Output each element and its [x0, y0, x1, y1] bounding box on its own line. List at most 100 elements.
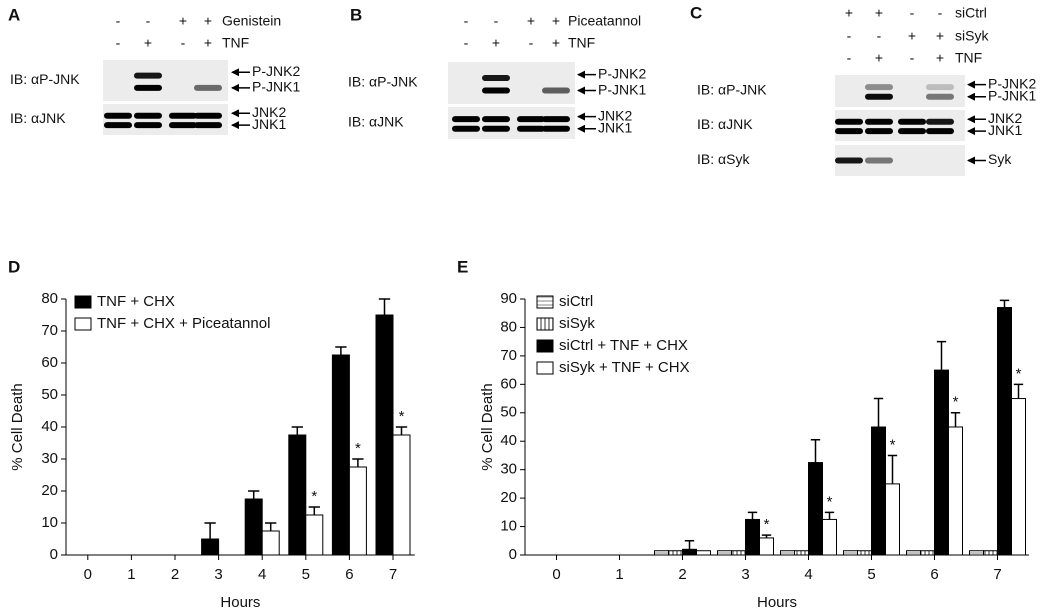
- blot-membrane: [103, 60, 228, 101]
- x-tick-label: 0: [84, 566, 92, 583]
- treatment-name: Piceatannol: [568, 13, 641, 29]
- legend-swatch: [74, 317, 92, 331]
- bar: [261, 530, 280, 556]
- error-bar: [204, 522, 216, 539]
- treatment-sign: -: [910, 50, 915, 66]
- blot-band: [194, 112, 222, 119]
- bar: [654, 550, 669, 556]
- treatment-sign: -: [464, 35, 469, 51]
- band-label: P-JNK2: [252, 63, 300, 79]
- y-tick-label: 60: [500, 375, 517, 392]
- bar: [331, 354, 350, 556]
- band-label: P-JNK2: [598, 65, 646, 81]
- x-tick-label: 5: [867, 566, 875, 583]
- treatment-sign: -: [464, 13, 469, 29]
- panel-label: E: [457, 257, 468, 276]
- bar: [375, 314, 394, 556]
- y-tick-label: 60: [41, 354, 58, 371]
- y-tick-label: 70: [500, 347, 517, 364]
- bar: [808, 462, 823, 556]
- error-bar: [378, 298, 391, 315]
- significance-marker: *: [355, 440, 361, 457]
- blot-band: [542, 116, 570, 123]
- x-tick-label: 2: [678, 566, 686, 583]
- error-bar: [248, 490, 260, 499]
- legend-label: TNF + CHX + Piceatannol: [97, 315, 270, 332]
- blot-membrane: [835, 110, 965, 141]
- error-bar: [950, 412, 961, 427]
- error-bar: [291, 426, 303, 435]
- blot-band: [926, 128, 954, 135]
- blot-band: [517, 125, 545, 132]
- blot-band: [134, 84, 162, 91]
- error-bar: [873, 397, 884, 427]
- band-label: P-JNK2: [988, 75, 1036, 91]
- bar: [843, 550, 858, 556]
- blot-label: IB: αSyk: [697, 151, 750, 167]
- y-tick-label: 0: [50, 546, 58, 563]
- significance-marker: *: [764, 516, 770, 533]
- bar: [780, 550, 795, 556]
- legend-label: siSyk: [559, 315, 595, 332]
- error-bar: [824, 511, 835, 520]
- x-axis-label: Hours: [220, 594, 260, 611]
- band-label: JNK2: [988, 110, 1022, 126]
- bar: [983, 550, 998, 556]
- x-tick-label: 5: [302, 566, 310, 583]
- error-bar: [308, 506, 320, 515]
- y-tick-label: 0: [509, 546, 517, 563]
- y-axis-label: % Cell Death: [479, 383, 496, 471]
- legend-swatch: [536, 361, 554, 375]
- x-tick-label: 1: [127, 566, 135, 583]
- y-tick-label: 90: [500, 290, 517, 307]
- x-tick-label: 7: [993, 566, 1001, 583]
- blot-band: [865, 118, 893, 125]
- blot-band: [104, 112, 132, 119]
- bar: [288, 434, 307, 556]
- legend-swatch: [536, 295, 554, 309]
- blot-band: [865, 128, 893, 135]
- x-tick-label: 4: [258, 566, 266, 583]
- legend-swatch: [74, 295, 92, 309]
- band-label: JNK1: [988, 122, 1022, 138]
- blot-label: IB: αJNK: [10, 110, 66, 126]
- treatment-sign: +: [492, 35, 500, 51]
- blot-label: IB: αJNK: [697, 116, 753, 132]
- error-bar: [747, 511, 758, 520]
- error-bar: [684, 540, 695, 550]
- x-tick-label: 4: [804, 566, 812, 583]
- bar: [997, 307, 1012, 556]
- error-bar: [335, 346, 347, 355]
- y-tick-label: 80: [41, 290, 58, 307]
- blot-band: [169, 122, 197, 129]
- treatment-name: Genistein: [222, 13, 281, 29]
- bar: [682, 548, 697, 556]
- y-tick-label: 50: [500, 404, 517, 421]
- treatment-sign: -: [910, 5, 915, 21]
- treatment-sign: -: [938, 5, 943, 21]
- blot-label: IB: αP-JNK: [348, 74, 418, 90]
- blot-band: [482, 87, 510, 94]
- band-label: P-JNK1: [252, 79, 300, 95]
- panel-label: C: [690, 3, 702, 22]
- blot-band: [835, 118, 863, 125]
- blot-membrane: [448, 107, 575, 139]
- significance-marker: *: [311, 488, 317, 505]
- error-bar: [395, 426, 408, 435]
- bar: [969, 550, 984, 556]
- treatment-name: TNF: [568, 35, 595, 51]
- y-tick-label: 70: [41, 322, 58, 339]
- bar: [745, 518, 760, 556]
- bar: [201, 538, 220, 556]
- legend-label: siCtrl + TNF + CHX: [559, 337, 688, 354]
- x-tick-label: 6: [345, 566, 353, 583]
- x-tick-label: 6: [930, 566, 938, 583]
- treatment-sign: -: [116, 35, 121, 51]
- treatment-sign: -: [877, 28, 882, 44]
- legend-label: TNF + CHX: [97, 293, 175, 310]
- bar: [696, 550, 711, 556]
- blot-band: [865, 157, 893, 164]
- blot-band: [169, 112, 197, 119]
